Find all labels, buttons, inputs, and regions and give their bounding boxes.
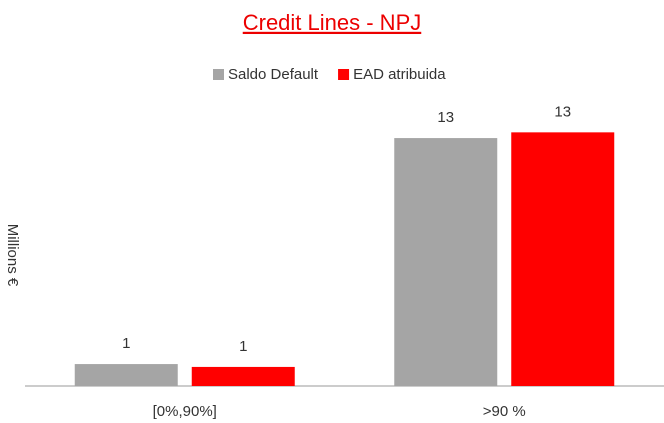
data-label: 13 — [554, 103, 571, 120]
legend-swatch — [213, 69, 224, 80]
bar — [394, 138, 498, 386]
legend-label: Saldo Default — [228, 66, 319, 83]
legend-swatch — [338, 69, 350, 80]
bar — [191, 366, 295, 386]
data-label: 1 — [239, 338, 247, 355]
bar — [511, 132, 615, 386]
x-tick-label: >90 % — [483, 403, 526, 420]
y-axis-label: Millions € — [4, 224, 21, 287]
bar — [74, 364, 178, 386]
x-tick-label: [0%,90%] — [153, 403, 217, 420]
legend-label: EAD atribuida — [353, 66, 446, 83]
data-label: 13 — [437, 109, 454, 126]
chart-title: Credit Lines - NPJ — [243, 10, 422, 35]
data-label: 1 — [122, 335, 130, 352]
